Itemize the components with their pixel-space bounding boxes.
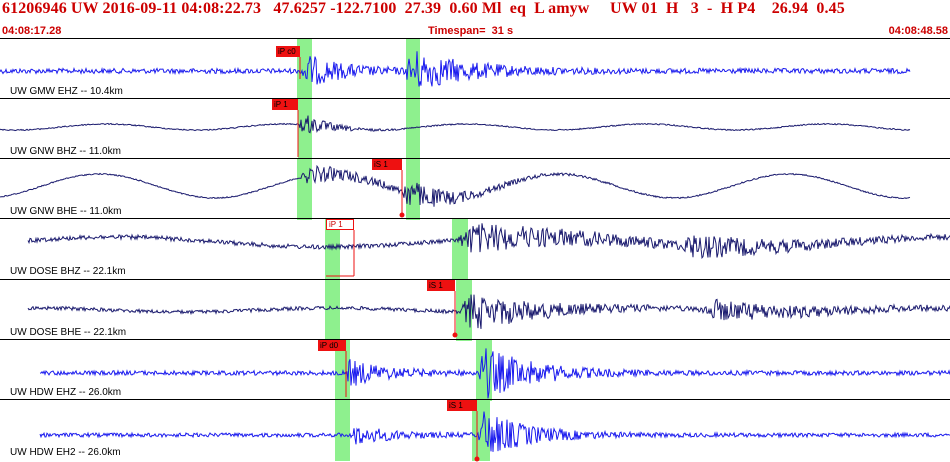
station-label: UW GMW EHZ -- 10.4km [10,86,123,97]
trace-plot [0,99,911,160]
station-label: UW HDW EHZ -- 26.0km [10,387,122,398]
waveform [0,115,911,134]
trace-panel[interactable]: iP c0 UW GMW EHZ -- 10.4km [0,38,950,100]
phase-window[interactable] [406,99,420,160]
event-header: 61206946 UW 2016-09-11 04:08:22.73 47.62… [0,0,950,38]
trace-panel[interactable]: iP 1 UW GNW BHZ -- 11.0km [0,98,950,160]
station-label: UW GNW BHE -- 11.0km [10,206,122,217]
phase-window[interactable] [325,280,340,341]
trace-panel[interactable]: iP 1 UW DOSE BHZ -- 22.1km [0,218,950,280]
pick-tag[interactable]: iS 1 [372,159,402,170]
pick-tag[interactable]: iP c0 [276,46,300,57]
trace-plot [27,280,950,341]
trace-plot [0,159,911,220]
trace-plot [27,219,950,280]
station-label: UW HDW EH2 -- 26.0km [10,447,121,458]
event-title: 61206946 UW 2016-09-11 04:08:22.73 47.62… [2,0,845,17]
phase-window[interactable] [325,219,340,280]
trace-panel[interactable]: iS 1 UW GNW BHE -- 11.0km [0,158,950,220]
phase-window[interactable] [452,219,468,280]
phase-window[interactable] [297,159,312,220]
trace-plot [39,340,950,401]
pick-tag[interactable]: iP d0 [318,340,346,351]
station-label: UW DOSE BHE -- 22.1km [10,327,127,338]
pick-tag[interactable]: iS 1 [427,280,455,291]
station-label: UW DOSE BHZ -- 22.1km [10,266,126,277]
trace-plot [0,39,911,100]
end-time-label: 04:08:48.58 [888,25,948,37]
pick-tag[interactable]: iP 1 [272,99,298,110]
phase-window[interactable] [298,99,312,160]
phase-window[interactable] [476,340,492,401]
trace-panel[interactable]: iS 1 UW DOSE BHE -- 22.1km [0,279,950,341]
phase-window[interactable] [297,39,312,100]
trace-plot [39,400,950,462]
start-time-label: 04:08:17.28 [2,25,62,37]
pick-marker [474,456,480,462]
pick-marker [399,212,405,218]
waveform [39,411,950,452]
trace-panel[interactable]: iP d0 UW HDW EHZ -- 26.0km [0,339,950,401]
station-label: UW GNW BHZ -- 11.0km [10,146,121,157]
waveform [39,348,950,399]
trace-panel[interactable]: iS 1 UW HDW EH2 -- 26.0km [0,399,950,462]
waveform [27,294,950,329]
phase-window[interactable] [456,280,472,341]
seismogram-panels[interactable]: iP c0 UW GMW EHZ -- 10.4km iP 1 UW GNW BHZ … [0,38,950,462]
timespan-label: Timespan= 31 s [428,25,514,37]
phase-window[interactable] [335,400,350,461]
pick-marker [452,332,458,338]
waveform [27,223,950,259]
pick-tag[interactable]: iP 1 [326,219,354,230]
waveform [0,164,911,207]
waveform [0,51,911,87]
pick-tag[interactable]: iS 1 [447,400,477,411]
